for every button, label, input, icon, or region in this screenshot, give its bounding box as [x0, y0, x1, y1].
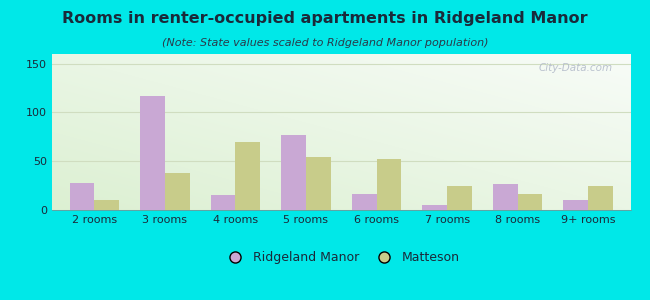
Bar	[376, 159, 401, 210]
Bar	[493, 184, 517, 210]
Bar	[447, 186, 472, 210]
Bar	[140, 96, 165, 210]
Text: (Note: State values scaled to Ridgeland Manor population): (Note: State values scaled to Ridgeland …	[162, 38, 488, 47]
Bar	[94, 200, 119, 210]
Bar	[564, 200, 588, 210]
Bar	[517, 194, 542, 210]
Bar	[306, 157, 331, 210]
Bar	[588, 186, 613, 210]
Text: City-Data.com: City-Data.com	[539, 63, 613, 74]
Bar	[352, 194, 376, 210]
Bar	[281, 135, 306, 210]
Bar	[422, 205, 447, 210]
Bar	[70, 183, 94, 210]
Text: Rooms in renter-occupied apartments in Ridgeland Manor: Rooms in renter-occupied apartments in R…	[62, 11, 588, 26]
Bar	[235, 142, 260, 210]
Bar	[165, 173, 190, 210]
Bar	[211, 195, 235, 210]
Legend: Ridgeland Manor, Matteson: Ridgeland Manor, Matteson	[218, 246, 465, 269]
